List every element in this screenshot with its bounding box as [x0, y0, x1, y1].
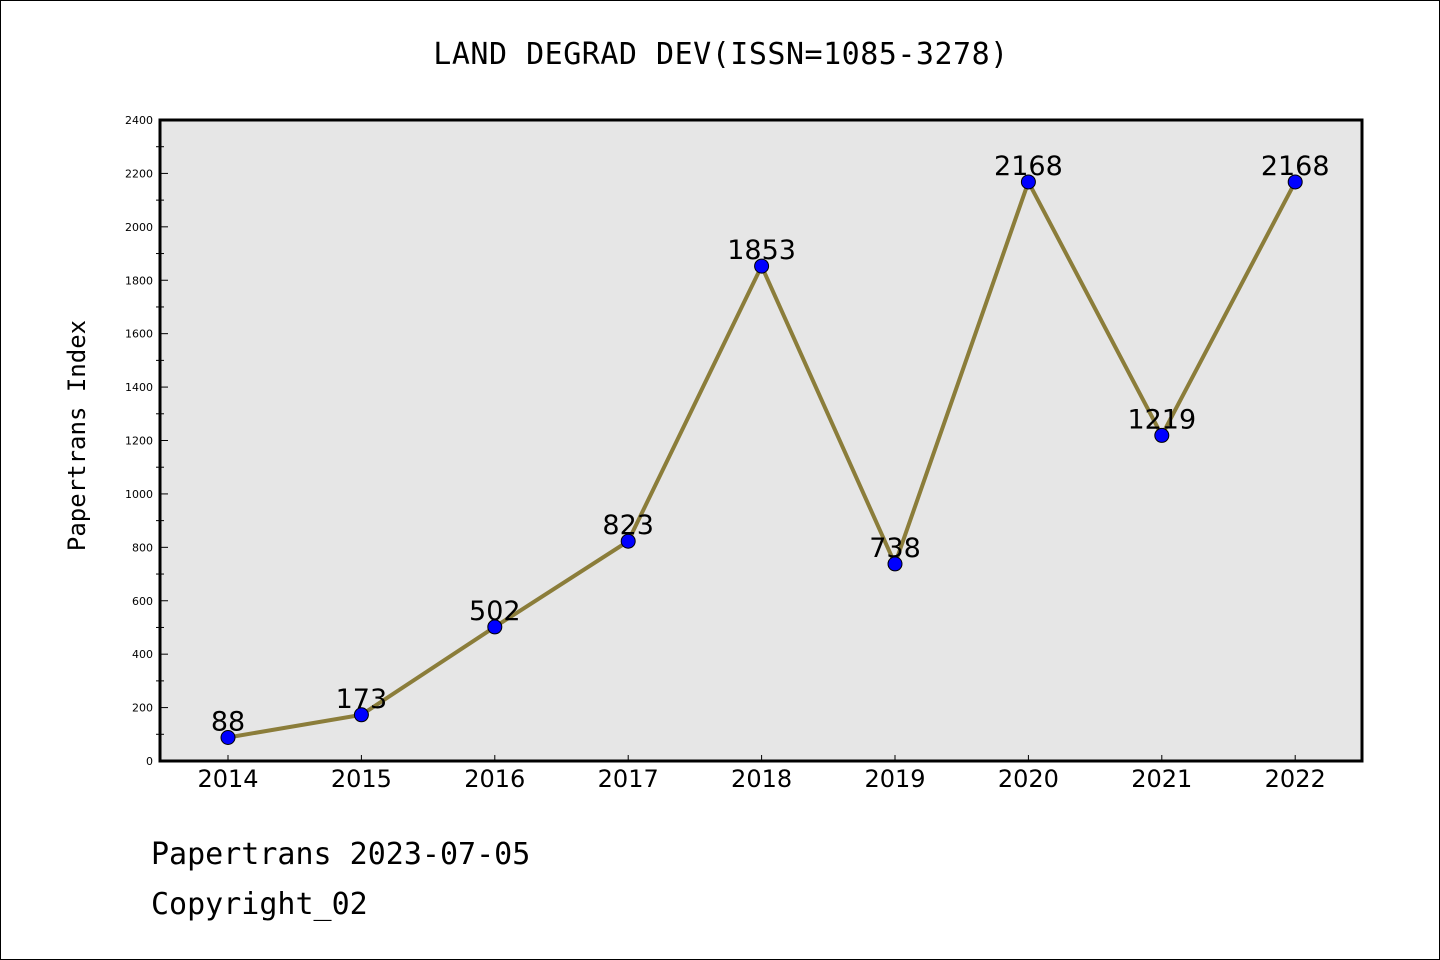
y-tick-label: 1600 [125, 328, 153, 341]
data-label: 502 [469, 596, 521, 627]
data-label: 2168 [1261, 151, 1330, 182]
y-tick-label: 0 [146, 755, 153, 768]
x-tick-label: 2014 [197, 765, 258, 793]
footer-copyright: Copyright_02 [151, 887, 368, 922]
plot-border [158, 118, 1364, 763]
x-tick-label: 2021 [1131, 765, 1192, 793]
data-point [353, 707, 369, 723]
y-tick-label: 1200 [125, 435, 153, 448]
y-tick-label: 2000 [125, 221, 153, 234]
x-tick-label: 2018 [731, 765, 792, 793]
x-tick-label: 2020 [998, 765, 1059, 793]
y-tick-label: 400 [132, 648, 153, 661]
data-point [620, 533, 636, 549]
data-point [1154, 427, 1170, 443]
x-tick-label: 2019 [864, 765, 925, 793]
data-label: 1853 [727, 235, 796, 266]
x-tick-label: 2015 [331, 765, 392, 793]
data-point [887, 556, 903, 572]
y-tick-label: 1800 [125, 274, 153, 287]
data-label: 173 [336, 684, 388, 715]
data-point [754, 258, 770, 274]
y-axis-label: Papertrans Index [63, 320, 91, 551]
y-tick-label: 2200 [125, 167, 153, 180]
x-tick-label: 2016 [464, 765, 525, 793]
data-label: 1219 [1127, 404, 1196, 435]
x-tick-label: 2017 [598, 765, 659, 793]
data-label: 2168 [994, 151, 1063, 182]
y-tick-label: 800 [132, 541, 153, 554]
data-point [1287, 174, 1303, 190]
plot-area [160, 120, 1362, 761]
data-label: 88 [211, 706, 245, 737]
data-label: 823 [602, 510, 654, 541]
y-tick-label: 1000 [125, 488, 153, 501]
x-tick-label: 2022 [1265, 765, 1326, 793]
data-point [220, 729, 236, 745]
y-tick-label: 600 [132, 595, 153, 608]
footer-date: Papertrans 2023-07-05 [151, 837, 531, 872]
y-tick-label: 2400 [125, 114, 153, 127]
data-label: 738 [869, 533, 921, 564]
data-point [1020, 174, 1036, 190]
y-tick-label: 200 [132, 702, 153, 715]
data-point [487, 619, 503, 635]
y-tick-label: 1400 [125, 381, 153, 394]
chart-title: LAND DEGRAD DEV(ISSN=1085-3278) [433, 37, 1009, 72]
